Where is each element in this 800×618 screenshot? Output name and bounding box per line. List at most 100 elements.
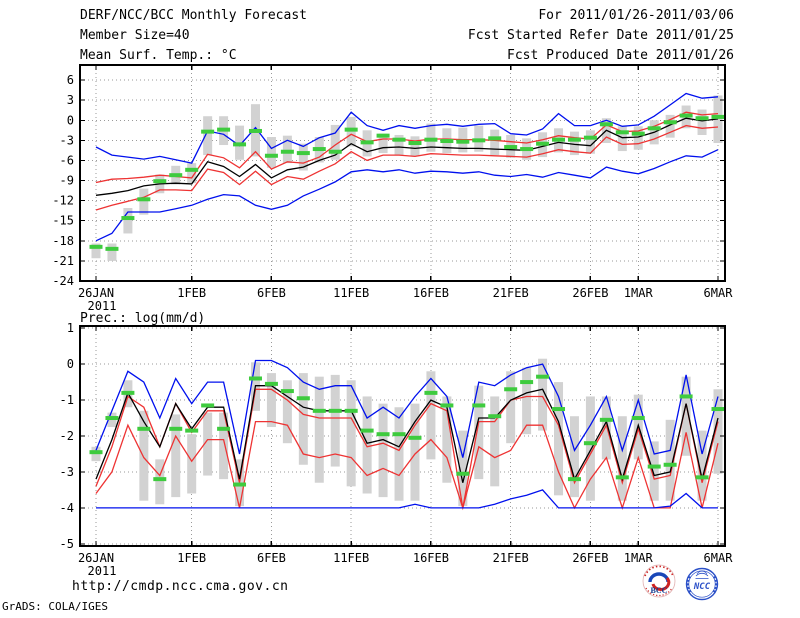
spread-bar	[665, 114, 675, 138]
ncc-logo-label: NCC	[693, 582, 711, 592]
green-marker	[631, 131, 645, 136]
green-marker	[248, 376, 262, 381]
spread-bar	[506, 371, 516, 444]
spread-bar	[107, 243, 117, 261]
green-marker	[392, 432, 406, 437]
green-marker	[679, 113, 693, 118]
ncc-laurel-right-icon	[712, 575, 718, 593]
green-marker	[344, 408, 358, 413]
green-marker	[615, 475, 629, 480]
green-marker	[599, 417, 613, 422]
spread-bar	[123, 207, 133, 234]
spread-bar	[601, 396, 611, 460]
green-marker	[137, 426, 151, 431]
bcc-logo-ring-text	[644, 565, 674, 577]
temp-chart-title: Mean Surf. Temp.: °C	[80, 48, 237, 63]
green-marker	[456, 471, 470, 476]
spread-bar	[330, 124, 340, 160]
green-marker	[583, 135, 597, 140]
spread-bar	[410, 136, 420, 157]
x-tick-label: 21FEB	[493, 551, 529, 565]
produced-date-label: Fcst Produced Date 2011/01/26	[507, 48, 734, 63]
green-marker	[280, 149, 294, 154]
green-marker	[312, 147, 326, 152]
spread-bar	[346, 116, 356, 147]
x-year-label: 2011	[88, 299, 117, 313]
member-size-label: Member Size=40	[80, 28, 190, 43]
y-tick-label: 0	[67, 357, 74, 371]
green-marker	[137, 197, 151, 202]
green-marker	[552, 137, 566, 142]
green-marker	[312, 408, 326, 413]
spread-bar	[697, 430, 707, 501]
green-marker	[488, 136, 502, 141]
spread-bar	[617, 416, 627, 501]
green-marker	[472, 403, 486, 408]
green-marker	[201, 403, 215, 408]
series-mean-line	[95, 117, 719, 196]
green-marker	[264, 153, 278, 158]
x-tick-label: 26JAN	[78, 551, 114, 565]
x-tick-label: 6FEB	[257, 286, 286, 300]
x-tick-label: 6MAR	[704, 551, 734, 565]
ncc-logo: NCC	[681, 565, 725, 607]
green-markers	[89, 113, 725, 251]
y-tick-label: -24	[52, 274, 74, 288]
x-tick-label: 6MAR	[704, 286, 734, 300]
green-marker	[536, 141, 550, 146]
y-tick-label: 1	[67, 321, 74, 335]
x-year-label: 2011	[88, 564, 117, 578]
green-marker	[695, 475, 709, 480]
green-marker	[105, 246, 119, 251]
green-marker	[599, 122, 613, 127]
spread-bar	[426, 123, 436, 152]
spread-bar	[649, 441, 659, 501]
series-max-line	[95, 92, 719, 164]
spread-bar	[219, 412, 229, 480]
series-mean-line	[95, 385, 719, 483]
spread-bar	[665, 419, 675, 501]
ncc-laurel-left-icon	[686, 575, 692, 593]
green-marker	[711, 407, 725, 412]
spread-bar	[522, 367, 532, 435]
spread-bar	[203, 412, 213, 476]
green-marker	[408, 435, 422, 440]
green-marker	[663, 120, 677, 125]
x-tick-label: 26FEB	[572, 286, 608, 300]
y-tick-label: 0	[67, 113, 74, 127]
y-tick-label: -9	[60, 174, 74, 188]
y-tick-label: -5	[60, 537, 74, 551]
plot-frame	[79, 64, 726, 282]
green-marker	[376, 133, 390, 138]
spread-bars	[91, 358, 723, 507]
series-upper-line	[95, 388, 719, 509]
green-marker	[504, 387, 518, 392]
bcc-logo-ring	[642, 564, 676, 598]
spread-bar	[346, 380, 356, 487]
green-marker	[328, 149, 342, 154]
y-tick-label: -2	[60, 429, 74, 443]
spread-bar	[713, 389, 723, 474]
green-markers	[89, 374, 725, 487]
spread-bar	[426, 371, 436, 460]
green-marker	[695, 116, 709, 121]
refer-date-label: Fcst Started Refer Date 2011/01/25	[467, 28, 734, 43]
green-marker	[440, 139, 454, 144]
green-marker	[456, 139, 470, 144]
y-tick-label: -12	[52, 194, 74, 208]
green-marker	[583, 441, 597, 446]
forecast-range-label: For 2011/01/26-2011/03/06	[538, 8, 734, 23]
green-marker	[615, 130, 629, 135]
green-marker	[440, 403, 454, 408]
spread-bar	[538, 358, 548, 431]
spread-bar	[442, 396, 452, 483]
spread-bar	[458, 430, 468, 507]
x-tick-label: 1MAR	[624, 286, 654, 300]
spread-bar	[633, 126, 643, 150]
green-marker	[344, 127, 358, 132]
green-marker	[328, 408, 342, 413]
spread-bar	[410, 403, 420, 501]
green-marker	[520, 147, 534, 152]
